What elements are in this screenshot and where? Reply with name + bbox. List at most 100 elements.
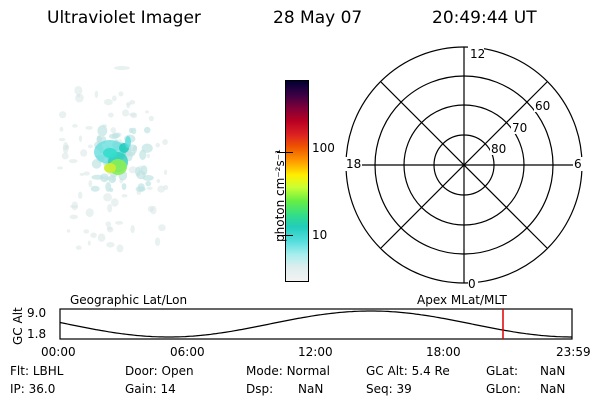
emission-patch bbox=[163, 184, 169, 190]
emission-patch bbox=[110, 198, 119, 207]
footer-glon-value: NaN bbox=[540, 382, 566, 396]
emission-patch bbox=[137, 183, 145, 192]
footer-gcalt: GC Alt: 5.4 Re bbox=[366, 364, 450, 378]
emission-patch bbox=[100, 173, 109, 183]
footer-gain-label: Gain: bbox=[125, 382, 157, 396]
emission-patch bbox=[128, 112, 137, 117]
footer-dsp-label: Dsp: bbox=[246, 382, 274, 396]
emission-patch bbox=[112, 95, 117, 102]
timeline-ylabel: GC Alt bbox=[11, 307, 25, 345]
footer-mode-value: Normal bbox=[286, 364, 330, 378]
date-label: 28 May 07 bbox=[273, 8, 363, 28]
emission-patch bbox=[121, 183, 127, 190]
emission-patch bbox=[144, 110, 149, 114]
footer-flt: Flt: LBHL bbox=[10, 364, 63, 378]
time-label: 20:49:44 UT bbox=[432, 8, 537, 28]
emission-patch bbox=[157, 185, 166, 193]
emission-patch bbox=[75, 245, 82, 250]
footer-gain-value: 14 bbox=[160, 382, 176, 396]
footer-door-label: Door: bbox=[125, 364, 158, 378]
emission-patch bbox=[61, 152, 69, 160]
emission-patch bbox=[108, 133, 119, 139]
footer-door: Door: Open bbox=[125, 364, 194, 378]
emission-patch bbox=[143, 126, 151, 134]
footer-ip-value: 36.0 bbox=[28, 382, 56, 396]
polar-diagonal-2 bbox=[380, 81, 548, 249]
polar-plot: 12 18 6 0 60 70 80 bbox=[344, 46, 585, 291]
footer-dsp-value: NaN bbox=[298, 382, 324, 396]
emission-patch bbox=[116, 244, 124, 253]
emission-patch bbox=[96, 135, 102, 145]
emission-patch bbox=[72, 124, 78, 128]
mlt-label-0: 0 bbox=[468, 277, 476, 291]
emission-patch bbox=[83, 171, 90, 176]
emission-patch bbox=[128, 166, 138, 174]
emission-patch bbox=[163, 169, 168, 175]
emission-patch bbox=[57, 166, 63, 170]
emission-patch bbox=[103, 193, 112, 202]
emission-patch bbox=[79, 172, 85, 176]
emission-patch bbox=[107, 203, 113, 213]
emission-patch bbox=[87, 240, 91, 246]
emission-patch bbox=[78, 191, 83, 199]
emission-patch bbox=[115, 220, 124, 225]
emission-patch bbox=[94, 90, 99, 99]
emission-patch bbox=[63, 141, 69, 151]
emission-patch bbox=[88, 180, 93, 188]
colorbar-tickmark-10 bbox=[277, 235, 293, 236]
emission-patch bbox=[156, 178, 161, 183]
emission-patch bbox=[78, 135, 83, 142]
footer-seq-value: 39 bbox=[396, 382, 412, 396]
lat-label-80: 80 bbox=[491, 142, 506, 156]
emission-patch bbox=[146, 153, 151, 159]
emission-patch bbox=[110, 127, 117, 134]
footer-glat: GLat: bbox=[486, 364, 518, 378]
emission-patch bbox=[91, 174, 104, 180]
emission-patch bbox=[87, 144, 93, 149]
emission-patch bbox=[121, 109, 130, 117]
emission-patch bbox=[107, 112, 114, 118]
emission-patch bbox=[106, 226, 113, 230]
footer-flt-label: Flt: bbox=[10, 364, 29, 378]
altitude-timeline bbox=[59, 308, 573, 340]
lat-label-70: 70 bbox=[512, 121, 527, 135]
emission-patch bbox=[162, 139, 168, 145]
footer-glon-label: GLon: bbox=[486, 382, 521, 396]
footer-seq-label: Seq: bbox=[366, 382, 393, 396]
colorbar-tick-100: 100 bbox=[312, 141, 335, 155]
colorbar-label: photon cm⁻²s⁻¹ bbox=[273, 149, 287, 242]
timeline-xtick-2359: 23:59 bbox=[556, 345, 591, 359]
footer-ip-label: IP: bbox=[10, 382, 25, 396]
mlt-label-6: 6 bbox=[574, 157, 582, 171]
timeline-right-label: Apex MLat/MLT bbox=[417, 293, 507, 307]
altitude-curve bbox=[59, 310, 572, 338]
footer-gain: Gain: 14 bbox=[125, 382, 176, 396]
emission-patch bbox=[130, 225, 135, 234]
emission-patch bbox=[83, 229, 90, 234]
emission-patch bbox=[158, 224, 166, 232]
emission-patch bbox=[90, 232, 97, 238]
emission-patch bbox=[118, 91, 124, 97]
timeline-ytick-min: 1.8 bbox=[27, 327, 47, 341]
emission-patch bbox=[104, 163, 116, 173]
auroral-image bbox=[57, 66, 169, 253]
emission-patch bbox=[146, 186, 153, 190]
emission-patch bbox=[124, 151, 136, 157]
emission-patch bbox=[71, 201, 79, 211]
emission-patch bbox=[91, 159, 102, 169]
emission-patch bbox=[126, 103, 130, 109]
footer-glat-label: GLat: bbox=[486, 364, 519, 378]
timeline-ytick-max: 9.0 bbox=[27, 306, 47, 320]
emission-patch bbox=[74, 85, 83, 95]
emission-patch bbox=[131, 127, 137, 135]
timeline-left-label: Geographic Lat/Lon bbox=[70, 293, 188, 307]
mlt-label-12: 12 bbox=[470, 47, 485, 61]
timeline-xtick-1800: 18:00 bbox=[426, 345, 461, 359]
mlt-label-18: 18 bbox=[346, 157, 361, 171]
emission-patch bbox=[85, 208, 94, 218]
footer-seq: Seq: 39 bbox=[366, 382, 412, 396]
footer-mode: Mode: Normal bbox=[246, 364, 330, 378]
colorbar bbox=[285, 80, 309, 282]
emission-patch bbox=[97, 125, 108, 137]
emission-patch bbox=[97, 233, 106, 242]
